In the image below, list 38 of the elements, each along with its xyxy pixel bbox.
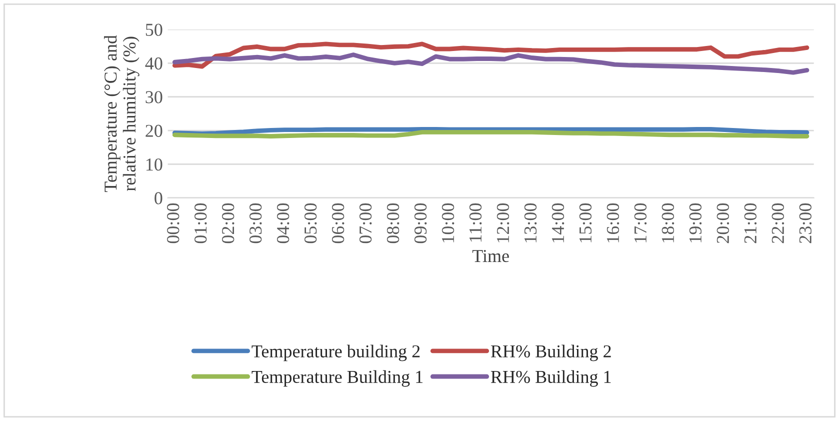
x-axis-title: Time: [472, 250, 509, 262]
y-tick-label: 50: [146, 24, 162, 36]
x-tick-label: 05:00: [304, 203, 317, 244]
x-tick-label: 04:00: [276, 203, 290, 244]
line-series: [172, 52, 810, 75]
x-tick-label: 20:00: [716, 203, 730, 244]
x-tick-label: 23:00: [799, 203, 812, 244]
x-tick-label: 21:00: [744, 203, 757, 244]
x-tick-label: 08:00: [386, 203, 400, 244]
x-tick-label: 11:00: [469, 203, 482, 242]
x-tick-label: 16:00: [606, 203, 620, 242]
x-tick-label: 01:00: [194, 203, 207, 244]
legend-label: Temperature building 2: [252, 344, 420, 362]
x-tick-label: 22:00: [772, 203, 784, 244]
x-tick-label: 15:00: [579, 203, 592, 242]
line-series: [172, 42, 810, 69]
x-tick-label: 17:00: [634, 203, 647, 242]
x-tick-label: 00:00: [167, 203, 180, 244]
x-tick-label: 07:00: [359, 203, 372, 244]
y-tick-label: 10: [146, 158, 162, 171]
y-tick-label: 0: [154, 192, 162, 204]
x-tick-label: 13:00: [524, 203, 537, 242]
x-tick-label: 19:00: [689, 203, 702, 242]
y-axis-title: Temperature (°C) and relative humidity (%): [104, 35, 140, 192]
x-tick-label: 09:00: [414, 203, 427, 244]
x-tick-label: 12:00: [496, 203, 510, 242]
legend-label: Temperature Building 1: [252, 370, 423, 387]
x-tick-label: 06:00: [332, 203, 344, 244]
x-tick-label: 02:00: [222, 203, 234, 244]
legend-label: RH% Building 2: [490, 344, 611, 362]
x-tick-label: 18:00: [662, 203, 674, 242]
x-tick-label: 03:00: [249, 203, 262, 244]
x-tick-label: 10:00: [442, 203, 454, 242]
y-tick-label: 30: [146, 91, 162, 104]
y-tick-label: 40: [145, 57, 162, 70]
x-tick-label: 14:00: [552, 203, 564, 242]
legend-label: RH% Building 1: [490, 370, 611, 387]
y-tick-label: 20: [146, 124, 162, 137]
